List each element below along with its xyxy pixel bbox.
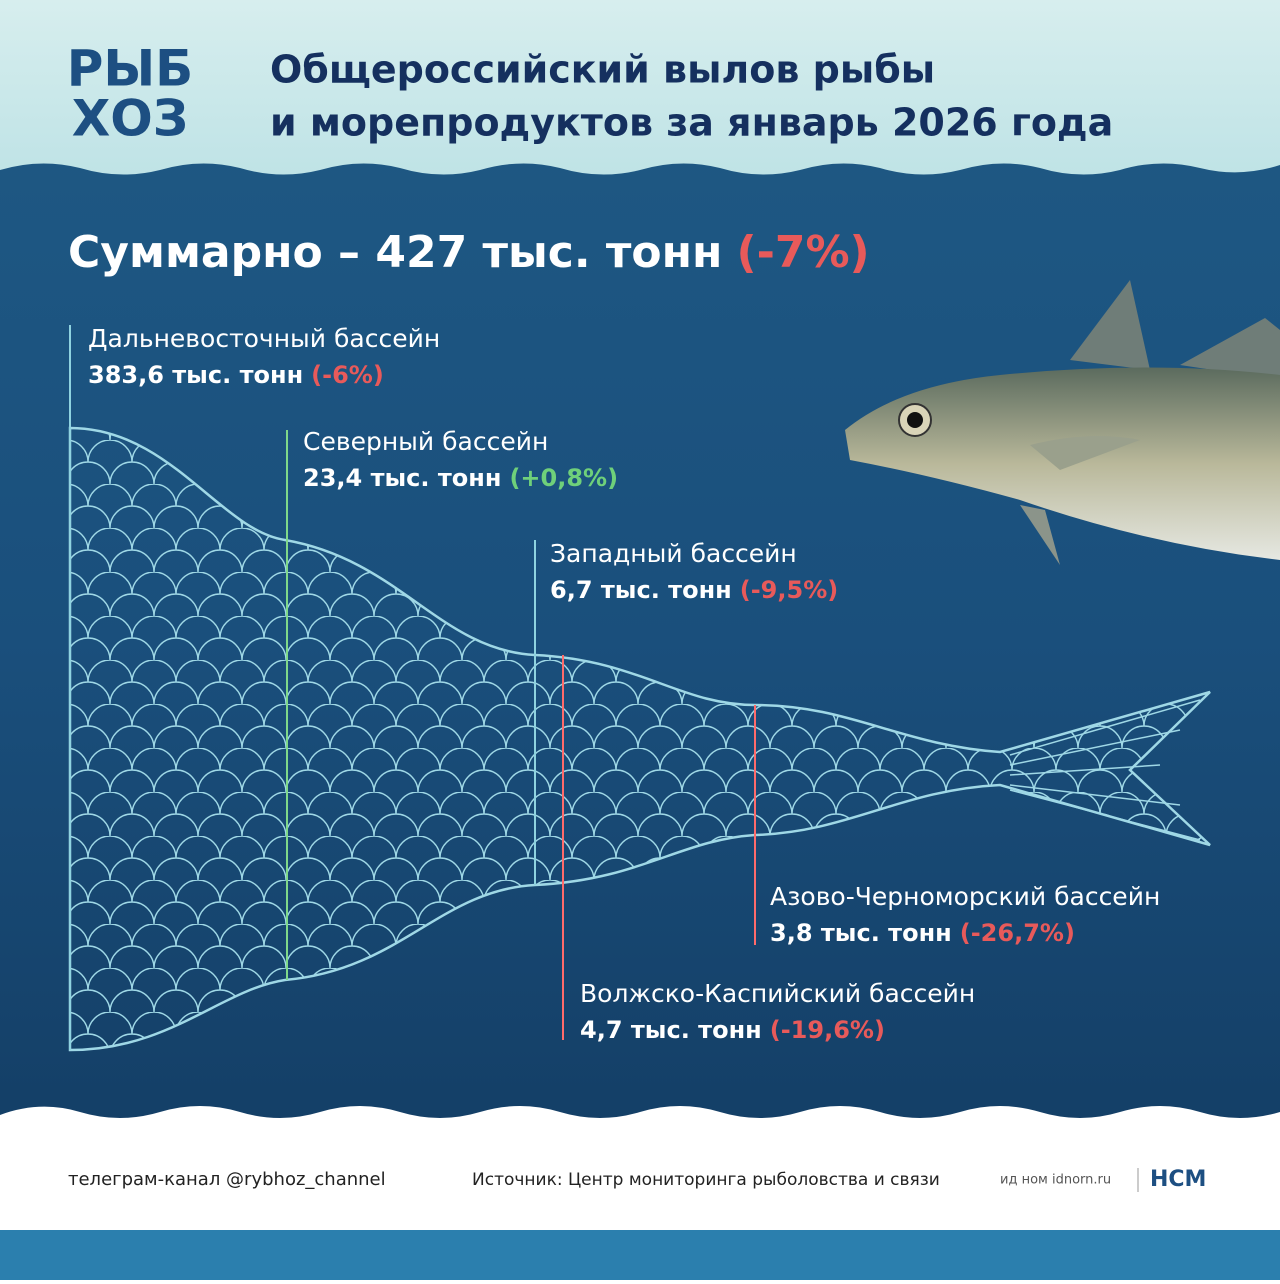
footer-source: Источник: Центр мониторинга рыболовства …: [472, 1170, 940, 1190]
title: Общероссийский вылов рыбы: [270, 48, 935, 92]
basin-value: 23,4 тыс. тонн: [303, 464, 501, 492]
total-text: Суммарно – 427 тыс. тонн: [68, 227, 722, 278]
basin-change: (-9,5%): [740, 576, 838, 604]
logo: РЫБ: [67, 40, 194, 98]
basin-value: 3,8 тыс. тонн: [770, 919, 952, 947]
total: Суммарно – 427 тыс. тонн (-7%): [68, 227, 870, 278]
footer-brand: НСМ: [1150, 1167, 1206, 1192]
footer-partner: ид ном idnorn.ru: [1000, 1173, 1111, 1188]
basin-change: (+0,8%): [509, 464, 618, 492]
footer-telegram: телеграм-канал @rybhoz_channel: [68, 1169, 386, 1190]
basin-labels: Дальневосточный бассейн 383,6 тыс. тонн (-…: [88, 324, 1160, 1044]
basin-value-line: 6,7 тыс. тонн (-9,5%): [550, 576, 838, 604]
basin-name: Северный бассейн: [303, 427, 548, 456]
basin-value: 4,7 тыс. тонн: [580, 1016, 762, 1044]
total-change: (-7%): [736, 227, 869, 278]
basin-value: 6,7 тыс. тонн: [550, 576, 732, 604]
logo: ХОЗ: [72, 90, 189, 148]
fish-shape: [68, 426, 1211, 1052]
basin-value: 383,6 тыс. тонн: [88, 361, 303, 389]
basin-change: (-26,7%): [960, 919, 1075, 947]
basin-change: (-6%): [311, 361, 384, 389]
top-band: [0, 0, 1280, 175]
basin-value-line: 383,6 тыс. тонн (-6%): [88, 361, 384, 389]
basin-value-line: 4,7 тыс. тонн (-19,6%): [580, 1016, 885, 1044]
basin-change: (-19,6%): [770, 1016, 885, 1044]
dividers: [69, 325, 756, 1050]
basin-name: Волжско-Каспийский бассейн: [580, 979, 975, 1008]
fish-illustration: [845, 280, 1280, 565]
bottom-strip: [0, 1230, 1280, 1280]
basin-name: Западный бассейн: [550, 539, 797, 568]
basin-name: Дальневосточный бассейн: [88, 324, 440, 353]
title: и морепродуктов за январь 2026 года: [270, 101, 1113, 145]
tail-lines: [1009, 699, 1201, 841]
basin-value-line: 3,8 тыс. тонн (-26,7%): [770, 919, 1075, 947]
basin-value-line: 23,4 тыс. тонн (+0,8%): [303, 464, 618, 492]
basin-name: Азово-Черноморский бассейн: [770, 882, 1160, 911]
footer-band: [0, 1106, 1280, 1230]
